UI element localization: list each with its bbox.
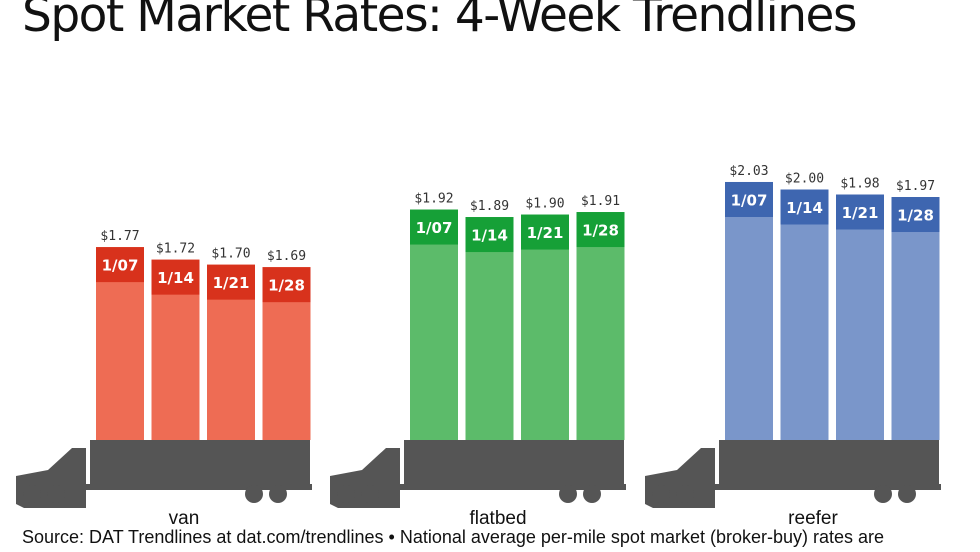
bar-value-label: $1.77 [100, 229, 139, 244]
wheel [583, 485, 601, 503]
bar-flatbed-1 [465, 217, 514, 440]
truck-icon [645, 440, 941, 508]
bar-cap-reefer-1 [780, 189, 829, 225]
wheel [652, 485, 670, 503]
truck-icon [16, 440, 312, 508]
bar-value-label: $1.98 [840, 177, 879, 192]
bar-date-label: 1/07 [102, 257, 139, 275]
wheel [47, 485, 65, 503]
truck-icon [330, 440, 626, 508]
bar-cap-flatbed-0 [410, 209, 458, 245]
bar-value-label: $2.00 [785, 172, 824, 187]
bar-value-label: $1.97 [896, 179, 935, 194]
trailer [90, 440, 310, 484]
bar-cap-van-1 [151, 259, 200, 295]
bar-cap-reefer-3 [891, 197, 940, 233]
chart-title: Spot Market Rates: 4-Week Trendlines [22, 0, 857, 43]
bar-value-label: $1.92 [414, 192, 453, 207]
wheel [361, 485, 379, 503]
bar-flatbed-3 [576, 212, 625, 440]
bar-cap-flatbed-2 [521, 214, 569, 250]
bar-cap-van-3 [262, 267, 311, 303]
wheel [269, 485, 287, 503]
bar-date-label: 1/28 [582, 222, 619, 240]
group-flatbed: 1/07 $1.92 1/14 $1.89 1/21 $1.90 1/28 $1.91 flat… [330, 192, 626, 529]
wheel [676, 485, 694, 503]
bar-value-label: $1.90 [525, 197, 564, 212]
bar-date-label: 1/28 [897, 207, 934, 225]
wheel [337, 485, 355, 503]
truck-frame [398, 484, 626, 490]
bar-reefer-2 [836, 194, 884, 440]
bar-date-label: 1/28 [268, 277, 305, 295]
bar-cap-flatbed-1 [465, 217, 514, 253]
bar-value-label: $2.03 [729, 164, 768, 179]
bar-cap-reefer-0 [725, 181, 773, 217]
bar-value-label: $1.91 [581, 194, 620, 209]
bar-date-label: 1/14 [157, 269, 194, 287]
bar-cap-flatbed-3 [576, 212, 625, 248]
wheel [23, 485, 41, 503]
truck-frame [84, 484, 312, 490]
bar-date-label: 1/14 [471, 227, 508, 245]
truck-frame [713, 484, 941, 490]
bar-date-label: 1/21 [842, 204, 879, 222]
wheel [245, 485, 263, 503]
trailer [719, 440, 939, 484]
bar-flatbed-0 [410, 209, 458, 440]
bar-reefer-0 [725, 181, 773, 441]
bar-value-label: $1.89 [470, 199, 509, 214]
group-label: flatbed [469, 508, 526, 529]
bar-date-label: 1/07 [731, 191, 768, 209]
source-note: Source: DAT Trendlines at dat.com/trendl… [22, 527, 885, 547]
group-reefer: 1/07 $2.03 1/14 $2.00 1/21 $1.98 1/28 $1.97 reef… [645, 164, 941, 529]
bar-reefer-1 [780, 189, 829, 440]
wheel [559, 485, 577, 503]
bar-date-label: 1/07 [416, 219, 453, 237]
group-van: 1/07 $1.77 1/14 $1.72 1/21 $1.70 1/28 $1.69 van [16, 229, 312, 529]
bar-value-label: $1.69 [267, 249, 306, 264]
bar-date-label: 1/21 [213, 274, 250, 292]
bar-reefer-3 [891, 197, 940, 440]
bar-flatbed-2 [521, 214, 569, 440]
wheel [898, 485, 916, 503]
wheel [874, 485, 892, 503]
group-label: reefer [788, 508, 838, 529]
bar-cap-reefer-2 [836, 194, 884, 230]
trailer [404, 440, 624, 484]
group-label: van [169, 508, 200, 529]
bar-cap-van-0 [96, 247, 144, 283]
bar-date-label: 1/14 [786, 199, 823, 217]
bar-value-label: $1.70 [211, 247, 250, 262]
bar-date-label: 1/21 [527, 224, 564, 242]
bar-value-label: $1.72 [156, 242, 195, 257]
bar-cap-van-2 [207, 264, 255, 300]
